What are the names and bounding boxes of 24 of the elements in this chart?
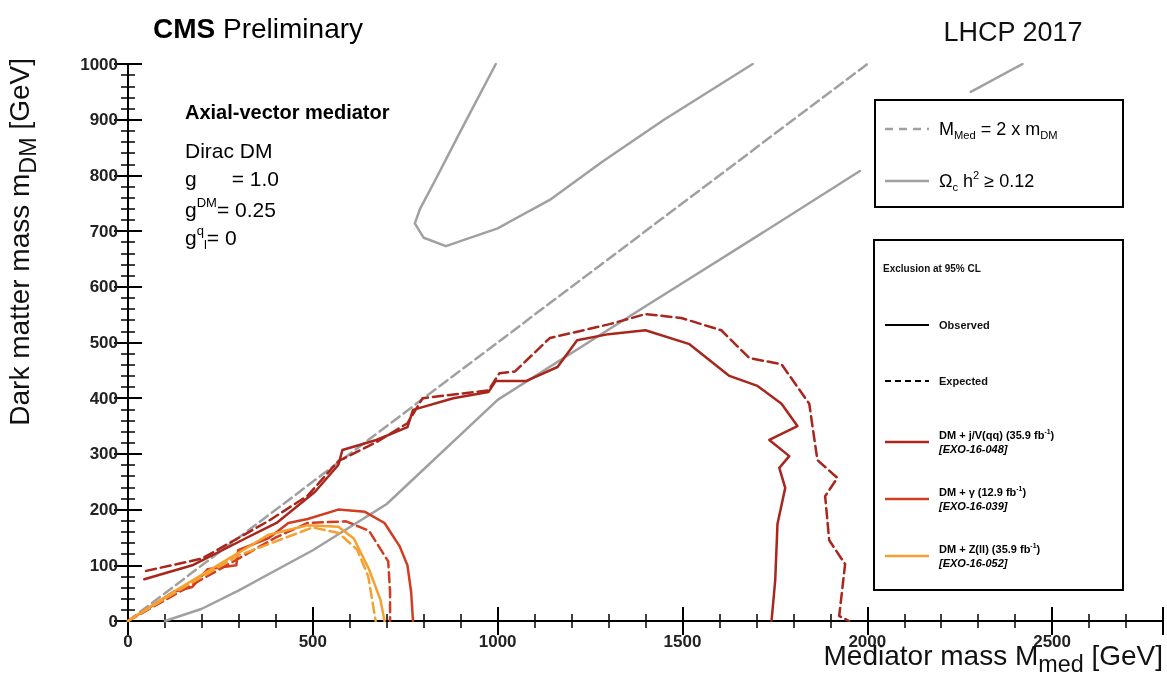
x-tick-label: 500: [298, 632, 328, 651]
x-tick-label: 1500: [663, 632, 702, 651]
annotation: Dirac DM: [185, 139, 273, 162]
x-tick-label: 0: [123, 632, 133, 651]
y-tick-label: 100: [89, 555, 118, 575]
x-tick-label: 1000: [478, 632, 517, 651]
annotation: Expected: [939, 375, 988, 387]
legend-title: Exclusion at 95% CL: [883, 262, 981, 274]
line-series: [413, 62, 754, 248]
y-tick-label: 900: [89, 110, 118, 130]
y-tick-label: 800: [89, 165, 118, 185]
y-tick-label: 300: [89, 444, 118, 464]
y-tick-label: 600: [89, 277, 118, 297]
chart-title: CMS Preliminary: [153, 12, 364, 44]
annotation: g = 1.0: [185, 167, 279, 190]
y-tick-label: 200: [89, 500, 118, 520]
annotation: Observed: [939, 319, 990, 331]
y-tick-label: 1000: [80, 54, 118, 74]
y-tick-label: 500: [89, 333, 118, 352]
chart-subtitle: LHCP 2017: [943, 16, 1083, 47]
y-tick-label: 0: [108, 611, 118, 631]
y-tick-label: 700: [89, 221, 118, 241]
y-tick-label: 400: [89, 388, 118, 408]
annotation: Axial-vector mediator: [185, 101, 390, 123]
